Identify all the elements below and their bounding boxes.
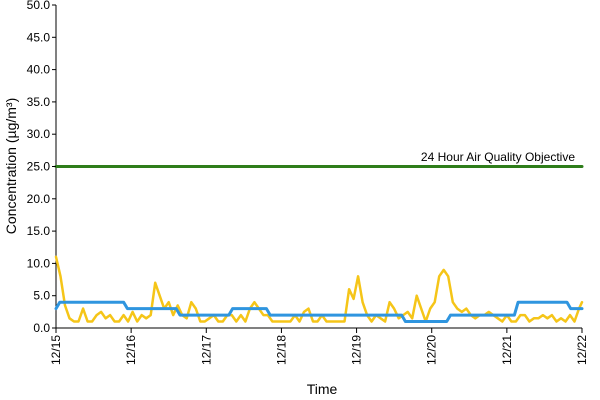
y-tick-label: 15.0 bbox=[27, 224, 51, 238]
x-axis-title: Time bbox=[307, 381, 338, 397]
y-tick-label: 45.0 bbox=[27, 30, 51, 44]
series-layer bbox=[54, 165, 584, 323]
y-tick-label: 30.0 bbox=[27, 127, 51, 141]
x-tick-label: 12/15 bbox=[49, 335, 63, 365]
y-tick-label: 50.0 bbox=[27, 0, 51, 12]
y-tick-label: 10.0 bbox=[27, 256, 51, 270]
x-tick-label: 12/22 bbox=[575, 335, 589, 365]
y-axis-title: Concentration (µg/m³) bbox=[3, 98, 19, 234]
y-tick-label: 25.0 bbox=[27, 160, 51, 174]
y-tick-label: 0.0 bbox=[33, 321, 50, 335]
concentration-series-blue bbox=[54, 300, 584, 323]
ticks-layer: 0.0 5.0 10.0 15.0 20.0 25.0 30.0 35.0 40.0 45.0 50… bbox=[27, 0, 589, 365]
x-tick-label: 12/16 bbox=[124, 335, 138, 365]
annotation-label: 24 Hour Air Quality Objective bbox=[421, 150, 575, 164]
x-tick-label: 12/20 bbox=[425, 335, 439, 365]
y-tick-label: 40.0 bbox=[27, 63, 51, 77]
y-tick-label: 5.0 bbox=[33, 289, 50, 303]
x-tick-label: 12/18 bbox=[274, 335, 288, 365]
y-tick-label: 20.0 bbox=[27, 192, 51, 206]
y-tick-label: 35.0 bbox=[27, 95, 51, 109]
x-tick-label: 12/17 bbox=[199, 335, 213, 365]
concentration-series-yellow bbox=[54, 255, 584, 323]
x-tick-label: 12/19 bbox=[350, 335, 364, 365]
x-tick-label: 12/21 bbox=[500, 335, 514, 365]
